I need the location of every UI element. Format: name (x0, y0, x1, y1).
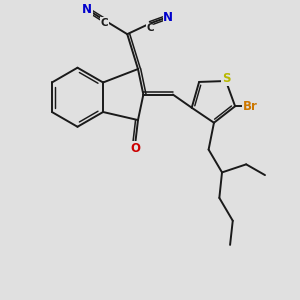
Text: S: S (222, 72, 230, 86)
Text: N: N (82, 3, 92, 16)
Text: Br: Br (243, 100, 258, 113)
Text: N: N (163, 11, 173, 24)
Text: C: C (100, 18, 108, 28)
Text: C: C (146, 23, 154, 33)
Text: O: O (130, 142, 140, 155)
